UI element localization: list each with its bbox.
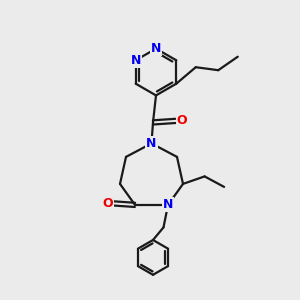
Text: N: N xyxy=(151,42,161,55)
Text: O: O xyxy=(177,114,188,128)
Text: O: O xyxy=(102,197,113,210)
Text: N: N xyxy=(163,198,173,212)
Text: N: N xyxy=(130,54,141,67)
Text: N: N xyxy=(146,137,157,150)
